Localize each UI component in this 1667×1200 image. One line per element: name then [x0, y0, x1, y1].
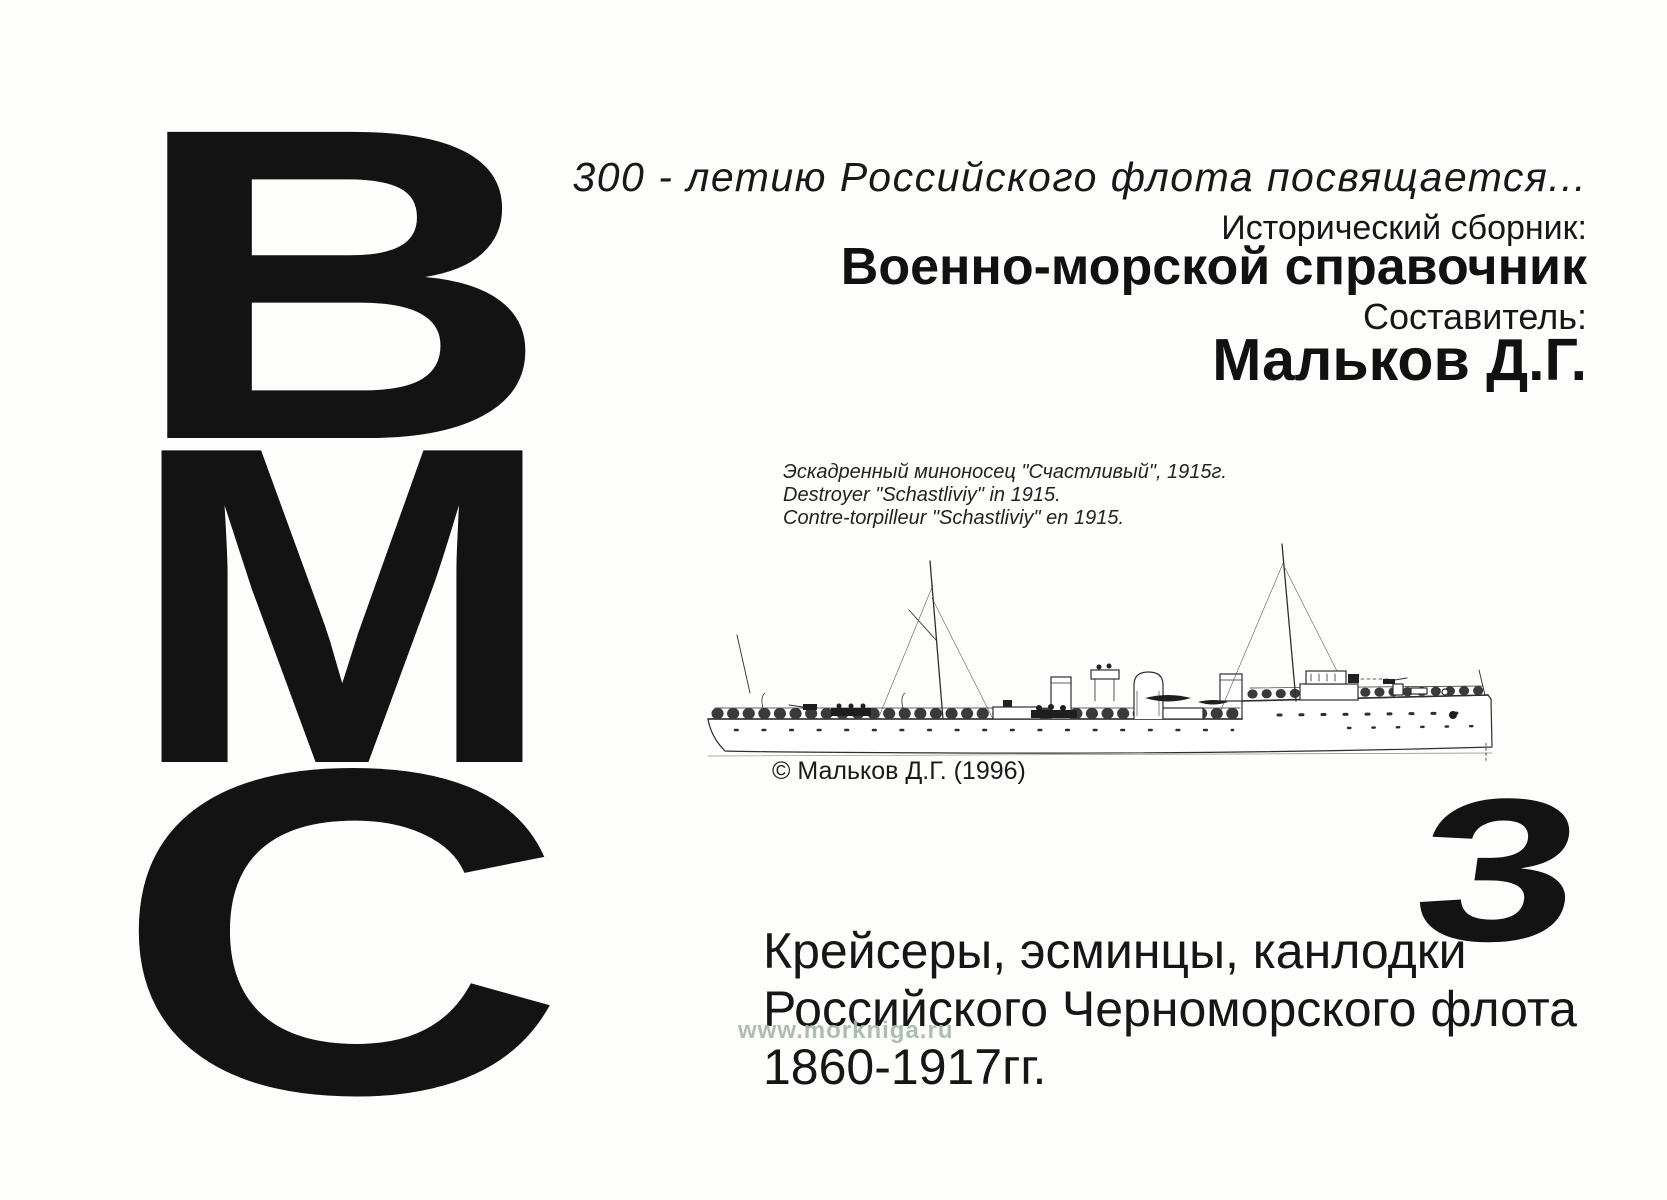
big-letter-v: В [128, 36, 552, 533]
subtitle-line-3: 1860-1917гг. [763, 1039, 1047, 1095]
subtitle-line-2: Российского Черноморского флота [763, 981, 1577, 1037]
big-letter-s: С [113, 673, 567, 1191]
figure-copyright: © Мальков Д.Г. (1996) [772, 757, 1026, 785]
figure-caption-fr: Contre-torpilleur "Schastliviy" en 1915. [783, 507, 1125, 529]
big-letter-m-text: М [127, 352, 557, 858]
series-label: Исторический сборник: [1221, 209, 1587, 247]
figure-caption-en: Destroyer "Schastliviy" in 1915. [783, 484, 1061, 506]
compiler-name: Мальков Д.Г. [1212, 327, 1587, 393]
big-letter-s-text: С [113, 673, 567, 1191]
figure-caption-ru: Эскадренный миноносец "Счастливый", 1915… [783, 461, 1227, 483]
volume-number: 3 [1402, 757, 1596, 984]
destroyer-line-drawing [707, 543, 1493, 764]
big-letter-v-text: В [128, 36, 552, 533]
big-letter-m: М [127, 352, 557, 858]
book-title: Военно-морской справочник [840, 238, 1587, 296]
watermark-text: www.morkniga.ru [738, 1017, 954, 1044]
subtitle-line-1: Крейсеры, эсминцы, канлодки [763, 923, 1467, 979]
bottom-subtitle: Крейсеры, эсминцы, канлодки Российского … [763, 922, 1577, 1096]
figure-caption: Эскадренный миноносец "Счастливый", 1915… [783, 461, 1227, 530]
compiler-label: Составитель: [1362, 296, 1587, 337]
dedication-text: 300 - летию Российского флота посвящаетс… [572, 154, 1587, 200]
